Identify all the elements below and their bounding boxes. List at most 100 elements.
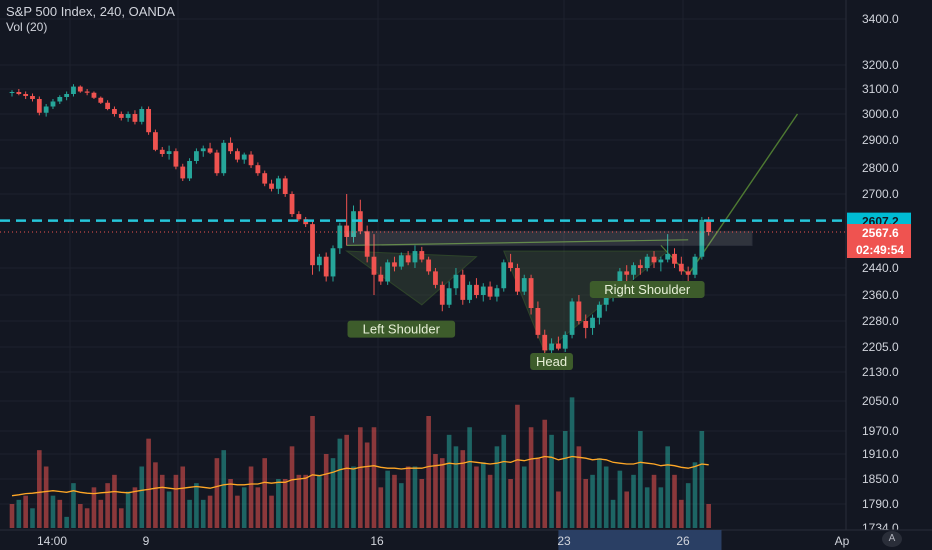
time-scale[interactable]: 14:00 9 16 23 26 Ap	[0, 529, 932, 550]
volume-bars	[9, 397, 711, 528]
candle-body	[194, 151, 199, 161]
volume-bar	[631, 474, 636, 528]
candle-body	[132, 114, 138, 122]
candle-body	[105, 102, 111, 109]
volume-bar	[385, 470, 390, 528]
volume-bar	[426, 416, 431, 528]
volume-bar	[378, 487, 384, 528]
volume-bar	[180, 466, 186, 528]
volume-bar	[658, 487, 664, 528]
candle-body	[112, 109, 117, 114]
volume-bar	[221, 450, 227, 528]
candle-body	[460, 274, 466, 300]
candle-body	[405, 255, 411, 263]
volume-bar	[351, 466, 356, 528]
candle-body	[672, 253, 677, 264]
candle-body	[57, 97, 63, 102]
volume-bar	[665, 446, 670, 528]
volume-bar	[23, 495, 28, 528]
pattern-label-bg	[530, 353, 573, 370]
volume-bar	[433, 454, 438, 528]
candle-body	[631, 265, 636, 275]
volume-bar	[542, 419, 548, 528]
volume-bar	[317, 474, 322, 528]
volume-bar	[296, 474, 302, 528]
price-scale-bg	[846, 0, 932, 530]
candle-body	[234, 151, 240, 160]
price-scale[interactable]: 3400.0 3200.0 3100.0 3000.0 2900.0 2800.0 2700…	[845, 0, 932, 550]
volume-bar	[515, 404, 520, 528]
candle-body	[310, 224, 315, 266]
volume-bar	[549, 434, 554, 528]
volume-bar	[672, 474, 677, 528]
candle-body	[474, 284, 479, 295]
candle-body	[583, 321, 589, 328]
candle-body	[330, 248, 336, 277]
volume-bar	[248, 466, 254, 528]
candle-body	[392, 262, 397, 267]
candle-body	[535, 308, 541, 335]
candle-body	[542, 334, 548, 351]
candle-body	[658, 259, 664, 263]
volume-bar	[43, 466, 49, 528]
candle-body	[556, 343, 561, 349]
candle-body	[371, 256, 377, 275]
chart-title: S&P 500 Index, 240, OANDA	[6, 4, 175, 19]
price-tick-label: 3200.0	[862, 58, 899, 72]
candle-body	[30, 96, 35, 99]
volume-bar	[323, 454, 329, 528]
volume-bar	[262, 458, 268, 528]
volume-bar	[105, 483, 110, 528]
volume-bar	[487, 474, 493, 528]
candle-body	[173, 151, 179, 167]
volume-bar	[405, 466, 411, 528]
price-tick-label: 2130.0	[862, 365, 899, 379]
volume-bar	[282, 479, 288, 528]
volume-bar	[453, 446, 459, 528]
candle-body	[678, 263, 684, 272]
volume-indicator-label[interactable]: Vol (20)	[6, 20, 48, 34]
volume-bar	[556, 491, 561, 528]
volume-bar	[528, 427, 534, 528]
candle-body	[255, 165, 261, 174]
tradingview-logo-icon[interactable]: A	[882, 531, 902, 547]
volume-bar	[474, 466, 479, 528]
candle-body	[16, 92, 22, 94]
volume-bar	[624, 491, 629, 528]
volume-bar	[139, 466, 145, 528]
pattern-label-bg	[347, 320, 456, 338]
price-tick-label: 1910.0	[862, 447, 899, 461]
volume-bar	[78, 504, 83, 528]
candle-body	[323, 256, 329, 277]
candle-body	[446, 288, 452, 305]
volume-bar	[337, 438, 343, 528]
candle-body	[207, 148, 213, 153]
candle-body	[139, 109, 145, 122]
candle-body	[153, 132, 158, 150]
candle-body	[125, 114, 131, 118]
candle-body	[385, 262, 391, 282]
volume-bar	[638, 431, 643, 528]
volume-bar	[597, 458, 602, 528]
candle-body	[706, 219, 712, 232]
price-tick-label: 2205.0	[862, 340, 899, 354]
volume-ma-path	[11, 455, 709, 497]
candle-body	[98, 97, 104, 103]
volume-bar	[118, 508, 124, 528]
volume-bar	[501, 434, 507, 528]
price-tick-label: 2800.0	[862, 161, 899, 175]
candle-body	[296, 214, 302, 220]
candle-body	[187, 161, 192, 179]
candle-body	[528, 278, 534, 308]
price-tick-label: 3000.0	[862, 107, 899, 121]
candle-body	[637, 265, 643, 268]
candle-body	[9, 92, 15, 93]
candle-body	[515, 268, 520, 292]
price-tick-label: 3400.0	[862, 12, 899, 26]
candle-body	[337, 225, 343, 249]
candle-body	[398, 255, 404, 267]
candle-body	[248, 154, 254, 166]
resistance-zone	[346, 230, 753, 246]
